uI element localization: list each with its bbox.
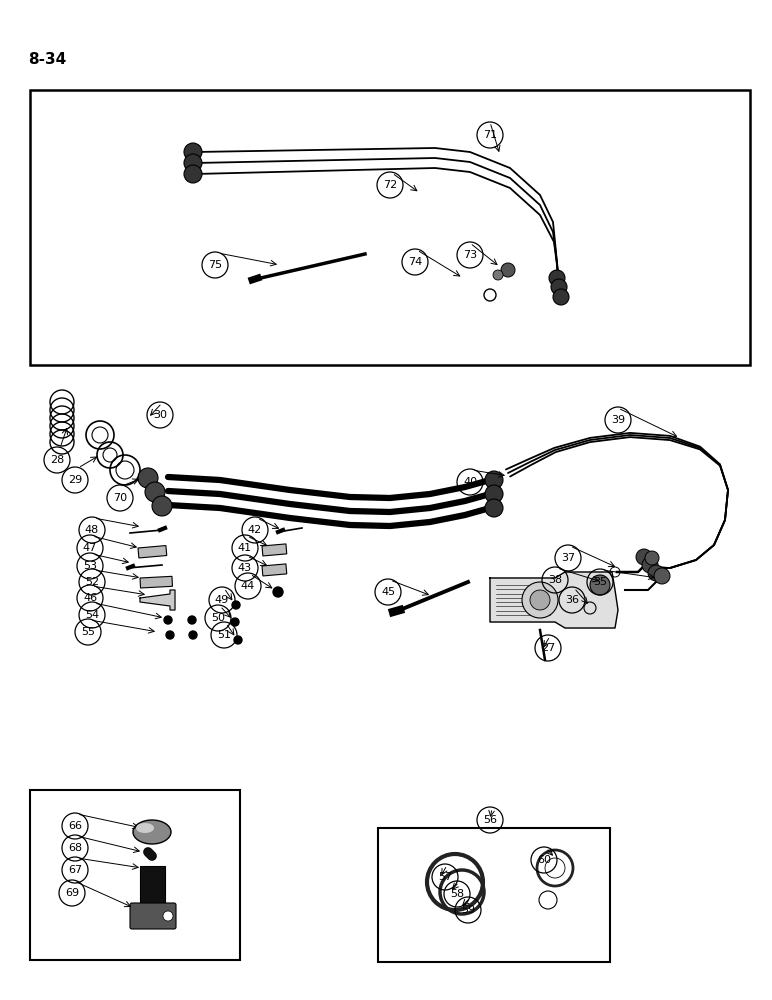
Text: 54: 54 [85,610,99,620]
Text: 56: 56 [483,815,497,825]
Text: 44: 44 [241,581,255,591]
Text: 58: 58 [450,889,464,899]
Circle shape [522,582,558,618]
Text: 46: 46 [83,593,97,603]
Text: 29: 29 [68,475,82,485]
Text: 8-34: 8-34 [28,52,66,67]
Circle shape [232,601,240,609]
Circle shape [485,471,503,489]
Circle shape [189,631,197,639]
Circle shape [184,165,202,183]
Text: 53: 53 [83,561,97,571]
Circle shape [645,551,659,565]
Circle shape [184,143,202,161]
Circle shape [273,587,283,597]
Bar [140,866,165,904]
Text: 69: 69 [65,888,79,898]
Circle shape [231,618,239,626]
Circle shape [234,636,242,644]
Text: 67: 67 [68,865,82,875]
Circle shape [493,270,503,280]
Text: 51: 51 [217,630,231,640]
Polygon shape [490,572,618,628]
Text: 28: 28 [50,455,64,465]
Text: 42: 42 [248,525,262,535]
Text: 55: 55 [81,627,95,637]
Circle shape [166,631,174,639]
Text: 43: 43 [238,563,252,573]
FancyBboxPatch shape [130,903,176,929]
Text: 68: 68 [68,843,82,853]
Text: 60: 60 [537,855,551,865]
Circle shape [648,565,664,581]
Bar [262,564,286,576]
Circle shape [590,575,610,595]
Text: 66: 66 [68,821,82,831]
Bar [138,546,167,558]
Circle shape [138,468,158,488]
Text: 37: 37 [561,553,575,563]
Ellipse shape [136,823,154,833]
Circle shape [188,616,196,624]
Text: 45: 45 [381,587,395,597]
Text: 57: 57 [438,872,452,882]
Text: 41: 41 [238,543,252,553]
Text: 47: 47 [83,543,97,553]
Circle shape [485,499,503,517]
Text: 72: 72 [383,180,397,190]
Text: 59: 59 [461,905,475,915]
Text: 40: 40 [463,477,477,487]
Circle shape [164,616,172,624]
Text: 30: 30 [153,410,167,420]
Bar [140,576,172,588]
Circle shape [163,911,173,921]
Circle shape [152,496,172,516]
Text: 71: 71 [483,130,497,140]
Bar [262,544,286,556]
Circle shape [553,289,569,305]
Text: 38: 38 [548,575,562,585]
Text: 52: 52 [85,577,99,587]
Bar [30,90,750,365]
Polygon shape [140,590,175,610]
Text: 27: 27 [541,643,555,653]
Text: 49: 49 [215,595,229,605]
Text: 39: 39 [611,415,625,425]
Circle shape [549,270,565,286]
Circle shape [530,590,550,610]
Circle shape [184,154,202,172]
Text: 36: 36 [565,595,579,605]
Circle shape [145,482,165,502]
Circle shape [636,549,652,565]
Text: 74: 74 [408,257,422,267]
Circle shape [642,557,658,573]
Circle shape [654,568,670,584]
Text: 70: 70 [113,493,127,503]
Text: 48: 48 [85,525,99,535]
Ellipse shape [133,820,171,844]
Text: 75: 75 [208,260,222,270]
Text: 73: 73 [463,250,477,260]
Bar [378,828,610,962]
Text: 35: 35 [593,577,607,587]
Circle shape [551,279,567,295]
Bar [30,790,240,960]
Circle shape [501,263,515,277]
Circle shape [485,485,503,503]
Text: 50: 50 [211,613,225,623]
